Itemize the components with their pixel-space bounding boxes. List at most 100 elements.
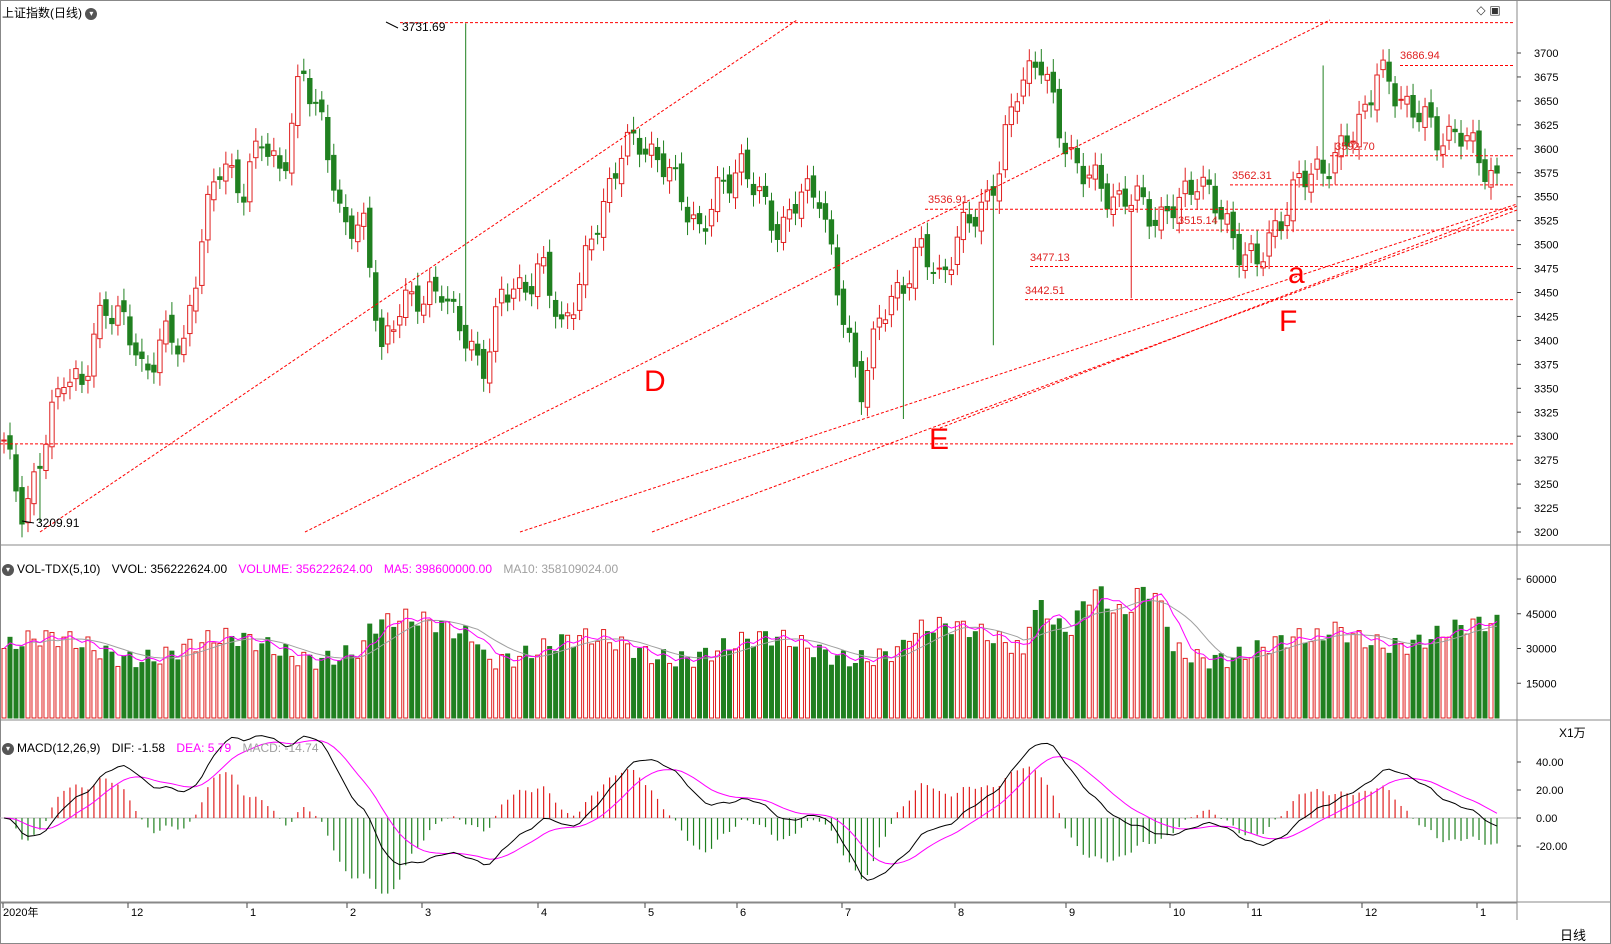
candle-body bbox=[7, 435, 13, 450]
candle-body bbox=[906, 283, 913, 289]
volume-bar bbox=[559, 634, 565, 719]
candle-body bbox=[199, 241, 205, 286]
macd-legend: MACD: -14.74 bbox=[242, 741, 319, 755]
candle-body bbox=[648, 143, 655, 156]
macd-tick-label: -20.00 bbox=[1536, 841, 1567, 853]
volume-bar bbox=[1, 648, 7, 719]
volume-bar bbox=[625, 643, 631, 719]
price-label: 3686.94 bbox=[1400, 50, 1440, 62]
volume-bar bbox=[1488, 623, 1494, 719]
candle-body bbox=[1146, 199, 1152, 227]
x-tick-label: 9 bbox=[1069, 907, 1075, 919]
price-tick-label: 3225 bbox=[1534, 503, 1558, 515]
candle-body bbox=[1038, 61, 1045, 76]
candle-body bbox=[1116, 190, 1122, 195]
price-tick-label: 3675 bbox=[1534, 72, 1558, 84]
candle-body bbox=[744, 149, 751, 180]
volume-bar bbox=[31, 638, 37, 719]
volume-bar bbox=[577, 635, 583, 719]
volume-bar bbox=[91, 650, 97, 719]
candle-body bbox=[624, 131, 631, 157]
candle-body bbox=[750, 183, 757, 196]
volume-bar bbox=[571, 646, 577, 719]
candle-body bbox=[1230, 211, 1236, 239]
volume-bar bbox=[906, 640, 912, 719]
candle-body bbox=[1488, 170, 1494, 188]
dif-legend: DIF: -1.58 bbox=[111, 741, 166, 755]
candle-body bbox=[193, 287, 199, 312]
volume-bar bbox=[1008, 652, 1014, 719]
volume-bar bbox=[79, 647, 85, 719]
candle-body bbox=[1086, 174, 1092, 179]
candle-body bbox=[954, 236, 961, 265]
candle-body bbox=[253, 140, 259, 159]
volume-bar bbox=[709, 660, 715, 719]
candle-body bbox=[409, 291, 415, 295]
volume-bar bbox=[1230, 657, 1236, 719]
volume-bar bbox=[966, 637, 972, 719]
volume-bar bbox=[1158, 600, 1164, 719]
candle-body bbox=[1254, 243, 1260, 265]
trend-line bbox=[304, 19, 1331, 533]
chevron-down-icon[interactable]: ▾ bbox=[85, 7, 98, 20]
volume-bar bbox=[523, 645, 529, 719]
volume-bar bbox=[918, 619, 924, 719]
chevron-down-icon[interactable]: ▾ bbox=[2, 742, 14, 755]
candle-body bbox=[1110, 196, 1116, 215]
volume-bar bbox=[912, 632, 918, 719]
volume-bar bbox=[43, 630, 49, 719]
candle-body bbox=[1380, 59, 1386, 71]
volume-bar bbox=[1170, 651, 1176, 719]
volume-bar bbox=[13, 648, 19, 719]
volume-bar bbox=[1494, 614, 1500, 719]
volume-bar bbox=[103, 645, 109, 719]
candle-body bbox=[223, 163, 229, 182]
candle-body bbox=[1482, 159, 1488, 182]
ma5-legend: MA5: 398600000.00 bbox=[383, 562, 493, 576]
candle-body bbox=[169, 314, 175, 343]
candle-body bbox=[1128, 204, 1134, 212]
window-icon[interactable]: ▣ bbox=[1489, 3, 1501, 17]
volume-bar bbox=[1098, 586, 1104, 719]
candle-body bbox=[1134, 185, 1140, 201]
volume-bar bbox=[1302, 642, 1308, 719]
candle-body bbox=[433, 276, 439, 292]
candle-body bbox=[175, 345, 181, 355]
ma10-legend: MA10: 358109024.00 bbox=[503, 562, 619, 576]
volume-bar bbox=[1074, 610, 1080, 719]
price-label: 3562.31 bbox=[1232, 170, 1272, 182]
volume-bar bbox=[1062, 631, 1068, 719]
candle-body bbox=[1368, 102, 1374, 106]
volume-bar bbox=[1068, 634, 1074, 719]
candle-body bbox=[468, 340, 475, 351]
price-tick-label: 3200 bbox=[1534, 527, 1558, 539]
candle-body bbox=[1398, 98, 1404, 101]
volume-bar bbox=[631, 657, 637, 719]
candle-body bbox=[642, 148, 649, 155]
chart-annotation-E: E bbox=[929, 423, 949, 456]
candle-body bbox=[1494, 165, 1500, 174]
candle-body bbox=[235, 159, 241, 194]
low-pointer bbox=[21, 520, 35, 524]
candle-body bbox=[522, 281, 529, 293]
volume-bar bbox=[697, 651, 703, 719]
volume-bar bbox=[169, 650, 175, 719]
candle-body bbox=[978, 201, 985, 232]
chevron-down-icon[interactable]: ▾ bbox=[2, 563, 14, 576]
price-label: 3477.13 bbox=[1030, 252, 1070, 264]
volume-bar bbox=[667, 662, 673, 719]
candle-body bbox=[1020, 79, 1027, 97]
candle-body bbox=[948, 269, 955, 275]
volume-bar bbox=[145, 649, 151, 719]
volume-bar bbox=[774, 636, 780, 719]
volume-bar bbox=[379, 619, 385, 719]
price-tick-label: 3650 bbox=[1534, 96, 1558, 108]
x-tick-label: 1 bbox=[250, 907, 256, 919]
volume-bar bbox=[924, 631, 930, 719]
candle-body bbox=[1224, 213, 1230, 225]
candle-body bbox=[792, 204, 799, 214]
diamond-icon[interactable]: ◇ bbox=[1476, 3, 1486, 17]
volume-bar bbox=[475, 644, 481, 719]
candle-body bbox=[828, 219, 835, 245]
period-tab[interactable]: 日线 bbox=[1560, 928, 1587, 943]
